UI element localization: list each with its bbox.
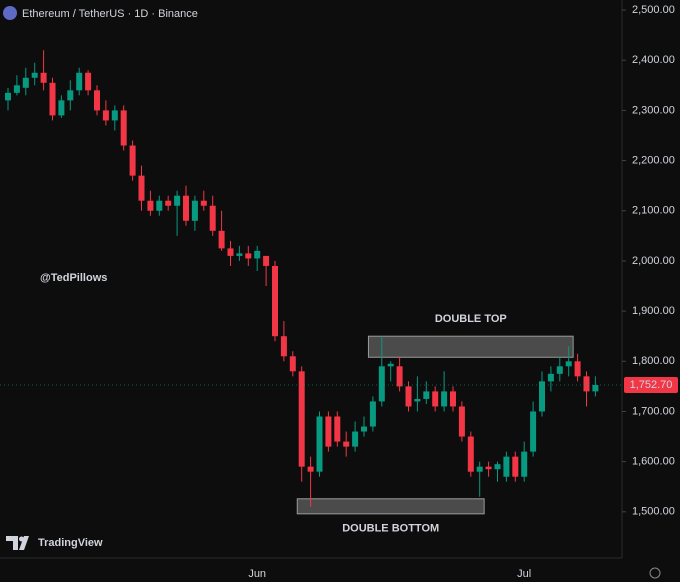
candle-body	[58, 100, 65, 116]
candle-body	[325, 416, 332, 447]
candle-body	[111, 110, 118, 121]
candle-body	[272, 265, 278, 337]
candle-body	[343, 441, 350, 447]
last-price-label: 1,752.70	[630, 379, 673, 391]
zone-label: DOUBLE BOTTOM	[342, 523, 439, 535]
candle-body	[530, 411, 537, 452]
candle-body	[147, 200, 154, 211]
candle-body	[539, 381, 545, 412]
candle-body	[218, 230, 225, 249]
candle-body	[316, 416, 323, 472]
candle-body	[423, 391, 430, 399]
candle-body	[40, 72, 47, 83]
candle-body	[485, 466, 492, 470]
brand-name: TradingView	[38, 537, 103, 549]
candle-body	[76, 72, 83, 91]
candle-body	[49, 82, 56, 116]
candle-body	[574, 361, 581, 377]
x-tick-label: Jun	[248, 568, 266, 580]
y-tick-label: 1,500.00	[632, 506, 675, 518]
candle-body	[450, 391, 456, 407]
candle-body	[583, 376, 590, 392]
settings-icon	[649, 567, 661, 579]
candle-body	[289, 356, 296, 372]
candle-body	[592, 385, 599, 392]
candle-body	[378, 366, 385, 402]
candle-body	[512, 456, 519, 477]
candle-body	[361, 426, 367, 432]
candle-body	[156, 200, 163, 211]
candle-body	[129, 145, 136, 176]
y-tick-label: 1,700.00	[632, 405, 675, 417]
y-tick-label: 2,000.00	[632, 255, 675, 267]
candle-body	[102, 110, 109, 121]
candle-body	[280, 336, 287, 357]
candle-body	[138, 175, 145, 201]
candle-body	[307, 466, 314, 472]
candle-body	[263, 255, 270, 266]
candle-body	[298, 371, 305, 467]
brand-icon-dot	[19, 536, 24, 542]
watermark: @TedPillows	[40, 272, 107, 284]
y-tick-label: 2,200.00	[632, 154, 675, 166]
candle-body	[120, 110, 127, 146]
chart-title: Ethereum / TetherUS · 1D · Binance	[22, 8, 198, 20]
candle-body	[352, 431, 359, 447]
candle-body	[405, 386, 412, 407]
candle-body	[547, 373, 554, 382]
candle-body	[565, 361, 572, 367]
candle-body	[521, 451, 528, 477]
candle-body	[85, 72, 92, 91]
candle-body	[236, 253, 243, 256]
y-tick-label: 1,900.00	[632, 305, 675, 317]
symbol-icon	[3, 6, 17, 20]
candle-body	[200, 200, 207, 206]
candle-body	[165, 200, 172, 206]
candle-body	[174, 195, 181, 206]
y-tick-label: 2,400.00	[632, 54, 675, 66]
candle-body	[556, 366, 563, 374]
y-tick-label: 1,800.00	[632, 355, 675, 367]
zone-box	[296, 498, 485, 515]
candle-body	[5, 92, 11, 101]
y-tick-label: 1,600.00	[632, 456, 675, 468]
candle-body	[209, 205, 216, 231]
candle-body	[94, 90, 100, 111]
candle-body	[31, 72, 38, 78]
candle-body	[458, 406, 465, 437]
candle-body	[245, 253, 252, 259]
candle-body	[227, 248, 234, 256]
candle-body	[387, 363, 394, 367]
y-tick-label: 2,500.00	[632, 4, 675, 16]
x-tick-label: Jul	[517, 568, 531, 580]
candle-body	[254, 250, 261, 259]
candle-body	[334, 416, 341, 442]
candle-body	[432, 391, 439, 407]
last-price-tag	[624, 377, 678, 394]
candle-body	[13, 85, 20, 93]
candle-body	[396, 366, 403, 387]
candle-body	[191, 200, 198, 221]
candle-body	[67, 90, 74, 101]
candle-body	[467, 436, 474, 472]
zone-label: DOUBLE TOP	[435, 313, 507, 325]
y-tick-label: 2,300.00	[632, 104, 675, 116]
candle-body	[183, 195, 189, 221]
candle-body	[494, 464, 501, 470]
candle-body	[414, 398, 421, 402]
candle-body	[476, 466, 483, 472]
candle-body	[369, 401, 376, 427]
candle-body	[22, 77, 29, 88]
candle-body	[441, 391, 448, 407]
y-tick-label: 2,100.00	[632, 205, 675, 217]
candle-body	[503, 456, 510, 477]
brand-logo	[6, 536, 29, 550]
zone-box	[367, 335, 574, 358]
